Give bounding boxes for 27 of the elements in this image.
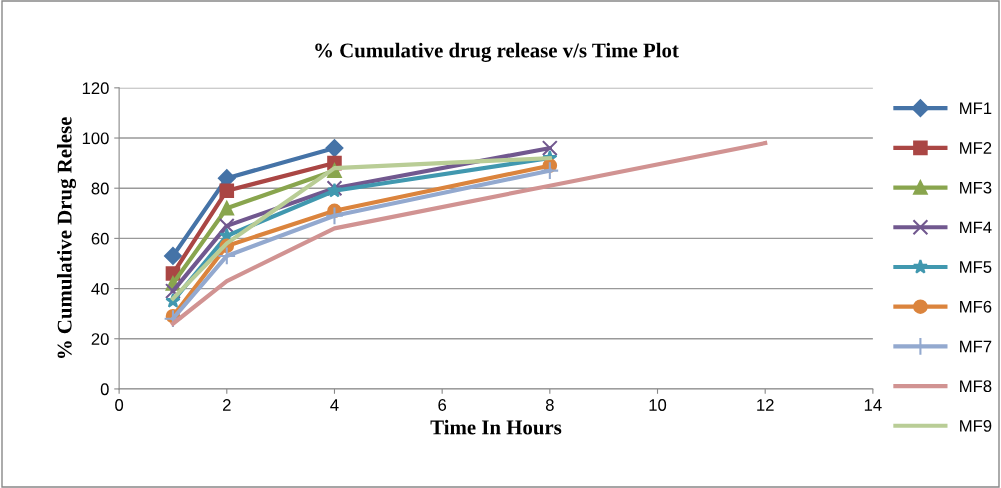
x-tick-label: 4	[330, 399, 339, 411]
x-tick-label: 0	[115, 399, 124, 411]
legend-label: MF6	[960, 300, 992, 313]
legend-label: MF5	[960, 261, 992, 273]
legend-label: MF1	[960, 102, 992, 114]
legend-label: MF7	[960, 340, 992, 353]
x-axis-title: Time In Hours	[430, 419, 562, 435]
legend-label: MF2	[960, 142, 992, 154]
legend-label: MF8	[960, 380, 992, 393]
y-tick-label: 80	[91, 182, 109, 195]
legend-label: MF3	[960, 181, 992, 194]
x-tick-label: 8	[545, 399, 554, 411]
x-tick-label: 6	[438, 399, 447, 411]
y-tick-label: 20	[91, 333, 109, 345]
x-tick-label: 2	[223, 399, 231, 411]
y-tick-label: 60	[91, 232, 109, 245]
y-tick-label: 40	[91, 282, 109, 295]
y-axis-title: % Cumulative Drug Relese	[56, 117, 77, 359]
legend-label: MF4	[960, 221, 992, 234]
y-tick-label: 0	[100, 383, 109, 396]
x-tick-label: 10	[649, 399, 667, 411]
y-tick-label: 100	[82, 132, 109, 145]
chart-title: % Cumulative drug release v/s Time Plot	[315, 42, 679, 62]
x-tick-label: 12	[757, 399, 774, 411]
y-tick-label: 120	[82, 82, 109, 95]
x-tick-label: 14	[864, 399, 882, 411]
legend-label: MF9	[960, 419, 992, 432]
